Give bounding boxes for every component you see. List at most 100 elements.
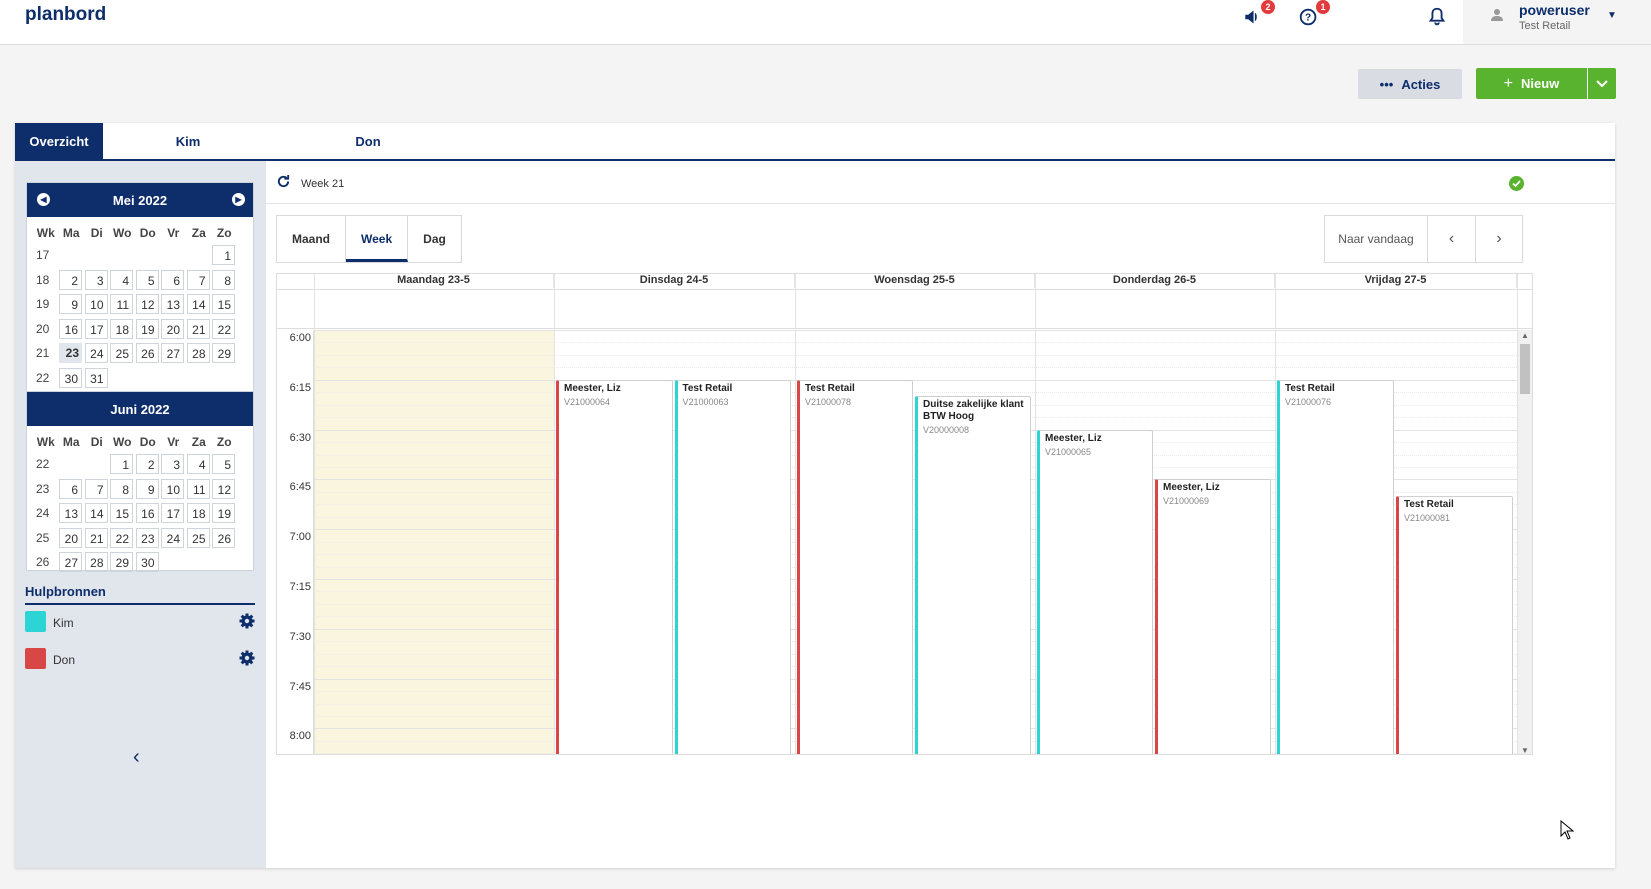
view-maand-button[interactable]: Maand <box>277 216 347 262</box>
calendar-day[interactable]: 26 <box>212 527 238 553</box>
calendar-day[interactable]: 7 <box>186 269 212 295</box>
calendar-day[interactable]: 6 <box>161 269 187 295</box>
view-dag-button[interactable]: Dag <box>423 232 446 246</box>
calendar-day[interactable]: 8 <box>110 478 136 504</box>
calendar-day[interactable]: 22 <box>110 527 136 553</box>
day-header[interactable]: Vrijdag 27-5 <box>1275 274 1517 288</box>
calendar-day[interactable]: 21 <box>84 527 110 553</box>
prev-week-button[interactable]: ‹ <box>1428 216 1476 262</box>
calendar-event[interactable]: Test Retail V21000078 <box>797 379 913 754</box>
calendar-event[interactable]: Meester, Liz V21000069 <box>1155 479 1271 754</box>
calendar-event[interactable]: Meester, Liz V21000064 <box>556 379 673 754</box>
tab-don[interactable]: Don <box>355 134 381 149</box>
calendar-day[interactable]: 12 <box>135 294 161 319</box>
calendar-day[interactable]: 7 <box>84 478 110 504</box>
user-menu[interactable]: poweruser Test Retail ▼ <box>1463 0 1651 44</box>
calendar-day[interactable]: 31 <box>84 367 110 393</box>
day-header[interactable]: Maandag 23-5 <box>314 274 554 288</box>
calendar-day[interactable]: 28 <box>84 552 110 577</box>
tab-overzicht[interactable]: Overzicht <box>15 123 103 160</box>
calendar-day[interactable]: 2 <box>135 454 161 479</box>
day-header[interactable]: Donderdag 26-5 <box>1035 274 1275 288</box>
calendar-day[interactable]: 24 <box>84 343 110 368</box>
calendar-day[interactable]: 13 <box>161 294 187 319</box>
calendar-day[interactable]: 27 <box>161 343 187 368</box>
collapse-sidebar-icon[interactable]: ‹ <box>133 746 140 768</box>
calendar-day[interactable]: 17 <box>84 318 110 344</box>
calendar-day[interactable]: 15 <box>212 294 238 319</box>
calendar-day[interactable]: 20 <box>161 318 187 344</box>
calendar-day[interactable]: 15 <box>110 503 136 528</box>
calendar-day[interactable]: 20 <box>59 527 85 553</box>
calendar-day[interactable]: 14 <box>84 503 110 528</box>
calendar-event[interactable]: Meester, Liz V21000065 <box>1037 429 1153 754</box>
calendar-day[interactable]: 28 <box>186 343 212 368</box>
calendar-day[interactable]: 3 <box>161 454 187 479</box>
calendar-day[interactable]: 11 <box>186 478 212 504</box>
calendar-day[interactable]: 5 <box>135 269 161 295</box>
nieuw-dropdown-button[interactable] <box>1588 68 1616 99</box>
megaphone-icon[interactable]: 2 <box>1243 0 1275 30</box>
bell-icon[interactable] <box>1426 6 1450 30</box>
calendar-day[interactable]: 10 <box>161 478 187 504</box>
calendar-day[interactable]: 25 <box>110 343 136 368</box>
calendar-day[interactable]: 23 <box>135 527 161 553</box>
today-button[interactable]: Naar vandaag <box>1325 216 1428 262</box>
calendar-event[interactable]: Test Retail V21000076 <box>1277 379 1394 754</box>
calendar-day[interactable]: 29 <box>110 552 136 577</box>
calendar-day[interactable]: 17 <box>161 503 187 528</box>
calendar-day[interactable]: 10 <box>84 294 110 319</box>
tab-kim[interactable]: Kim <box>175 134 201 149</box>
next-month-icon[interactable]: ▶ <box>232 193 245 206</box>
calendar-day[interactable]: 12 <box>212 478 238 504</box>
calendar-day[interactable]: 3 <box>84 269 110 295</box>
calendar-day[interactable]: 21 <box>186 318 212 344</box>
calendar-day[interactable]: 11 <box>110 294 136 319</box>
next-week-button[interactable]: › <box>1476 216 1522 262</box>
calendar-day[interactable]: 22 <box>212 318 238 344</box>
resource-row-don[interactable]: Don <box>25 648 255 670</box>
prev-month-icon[interactable]: ◀ <box>37 193 50 206</box>
resource-row-kim[interactable]: Kim <box>25 611 255 633</box>
scroll-down-icon[interactable]: ▼ <box>1521 746 1529 755</box>
calendar-day[interactable]: 9 <box>135 478 161 504</box>
calendar-day[interactable]: 16 <box>135 503 161 528</box>
help-icon[interactable]: ? 1 <box>1298 0 1330 30</box>
calendar-day[interactable]: 2 <box>59 269 85 295</box>
scroll-thumb[interactable] <box>1520 344 1530 394</box>
calendar-day[interactable]: 6 <box>59 478 85 504</box>
calendar-day[interactable]: 1 <box>212 245 238 270</box>
refresh-icon[interactable] <box>276 174 291 192</box>
calendar-day[interactable]: 30 <box>135 552 161 577</box>
chevron-down-icon[interactable]: ▼ <box>1607 10 1617 21</box>
calendar-day[interactable]: 4 <box>110 269 136 295</box>
day-header[interactable]: Dinsdag 24-5 <box>554 274 795 288</box>
calendar-day[interactable]: 5 <box>212 454 238 479</box>
calendar-day[interactable]: 30 <box>59 367 85 393</box>
acties-button[interactable]: ••• Acties <box>1358 69 1462 99</box>
calendar-day[interactable]: 24 <box>161 527 187 553</box>
scroll-up-icon[interactable]: ▲ <box>1521 331 1529 340</box>
all-day-row[interactable] <box>277 289 1532 329</box>
gear-icon[interactable] <box>239 613 255 632</box>
calendar-day[interactable]: 8 <box>212 269 238 295</box>
calendar-day[interactable]: 9 <box>59 294 85 319</box>
view-week-button[interactable]: Week <box>346 216 409 262</box>
day-header[interactable]: Woensdag 25-5 <box>795 274 1035 288</box>
calendar-day[interactable]: 29 <box>212 343 238 368</box>
calendar-day[interactable]: 18 <box>186 503 212 528</box>
calendar-day[interactable]: 18 <box>110 318 136 344</box>
calendar-day[interactable]: 4 <box>186 454 212 479</box>
calendar-day[interactable]: 13 <box>59 503 85 528</box>
vertical-scrollbar[interactable]: ▲ ▼ <box>1517 330 1532 755</box>
calendar-day[interactable]: 27 <box>59 552 85 577</box>
calendar-event[interactable]: Test Retail V21000063 <box>674 379 791 754</box>
gear-icon[interactable] <box>239 650 255 669</box>
calendar-event[interactable]: Test Retail V21000081 <box>1396 496 1513 754</box>
calendar-day[interactable]: 16 <box>59 318 85 344</box>
week-grid[interactable]: 6:00 6:15 6:30 6:45 7:00 7:15 7:30 7:45 8:00 ▲ ▼… <box>276 273 1533 755</box>
calendar-day[interactable]: 25 <box>186 527 212 553</box>
calendar-day[interactable]: 19 <box>212 503 238 528</box>
nieuw-button[interactable]: + Nieuw <box>1476 68 1587 99</box>
calendar-event[interactable]: Duitse zakelijke klant BTW Hoog V20000008 <box>915 396 1031 754</box>
